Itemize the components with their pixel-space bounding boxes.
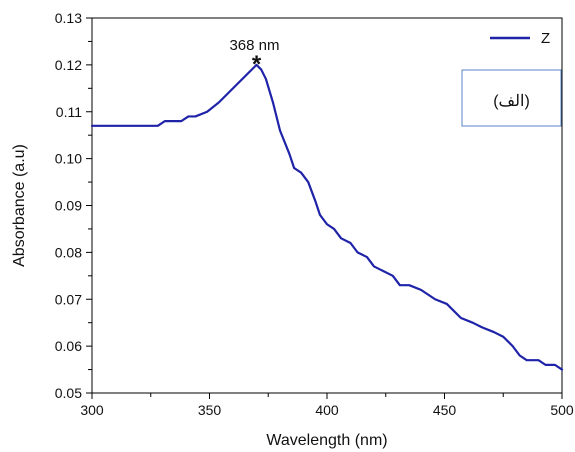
- series-point: [420, 289, 422, 291]
- series-point: [493, 331, 495, 333]
- series-point: [526, 359, 528, 361]
- series-point: [350, 242, 352, 244]
- series-point: [246, 73, 248, 75]
- series-point: [373, 266, 375, 268]
- x-tick-label: 400: [315, 402, 339, 418]
- series-point: [538, 359, 540, 361]
- series-line: [90, 63, 564, 371]
- series-point: [399, 284, 401, 286]
- series-point: [279, 130, 281, 132]
- series-point: [512, 345, 514, 347]
- series-point: [164, 120, 166, 122]
- inset-label-box: [461, 69, 562, 127]
- x-tick-label: 300: [80, 402, 104, 418]
- series-point: [446, 303, 448, 305]
- x-tick-label: 350: [198, 402, 222, 418]
- y-tick-label: 0.07: [55, 291, 82, 307]
- series-point: [265, 78, 267, 80]
- x-tick-label: 500: [550, 402, 574, 418]
- series-point: [326, 223, 328, 225]
- series-point: [91, 125, 93, 127]
- series-point: [502, 336, 504, 338]
- series-point: [519, 355, 521, 357]
- peak-annotation-label: 368 nm: [229, 37, 279, 54]
- series-point: [340, 237, 342, 239]
- series-point: [554, 364, 556, 366]
- series-point: [237, 83, 239, 85]
- series-point: [206, 111, 208, 113]
- series-point: [472, 322, 474, 324]
- series-point: [408, 284, 410, 286]
- y-tick-label: 0.13: [55, 10, 82, 26]
- legend-label: Z: [541, 30, 550, 47]
- series-point: [300, 172, 302, 174]
- series-point: [434, 298, 436, 300]
- series-point: [357, 251, 359, 253]
- series-point: [272, 101, 274, 103]
- series-point: [333, 228, 335, 230]
- y-tick-label: 0.08: [55, 244, 82, 260]
- y-tick-label: 0.11: [56, 104, 82, 120]
- series-point: [392, 275, 394, 277]
- series-point: [227, 92, 229, 94]
- series-point: [383, 270, 385, 272]
- series-point: [126, 125, 128, 127]
- series-point: [218, 101, 220, 103]
- x-tick-label: 450: [433, 402, 457, 418]
- y-tick-label: 0.09: [55, 198, 82, 214]
- series-point: [157, 125, 159, 127]
- y-tick-label: 0.06: [55, 338, 82, 354]
- series-point: [187, 116, 189, 118]
- series-point: [481, 326, 483, 328]
- y-tick-label: 0.10: [55, 151, 82, 167]
- series-point: [195, 116, 197, 118]
- y-tick-label: 0.05: [55, 385, 82, 401]
- x-axis-label: Wavelength (nm): [266, 432, 387, 449]
- series-point: [366, 256, 368, 258]
- series-point: [561, 369, 563, 371]
- series-point: [460, 317, 462, 319]
- series-point: [545, 364, 547, 366]
- series-point: [314, 200, 316, 202]
- series-point: [307, 181, 309, 183]
- series-point: [293, 167, 295, 169]
- y-axis-label: Absorbance (a.u): [11, 144, 28, 267]
- series-point: [289, 153, 291, 155]
- peak-marker: *: [252, 51, 262, 78]
- series-point: [180, 120, 182, 122]
- y-tick-label: 0.12: [55, 57, 82, 73]
- inset-label: (الف): [493, 93, 530, 110]
- series-point: [319, 214, 321, 216]
